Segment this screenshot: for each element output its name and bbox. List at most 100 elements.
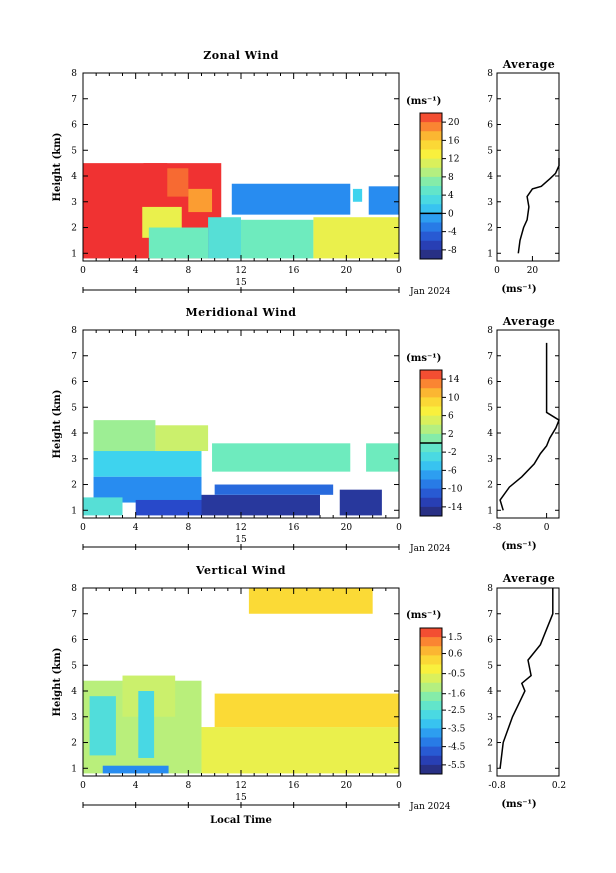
meridional-heatmap [83,420,399,516]
x-tick-label-5: 20 [341,523,353,533]
colorbar-segment-1 [420,379,442,389]
profile-y-tick-label-3: 4 [487,687,493,697]
heatmap-cell-7 [241,219,314,259]
profile-line [517,158,560,254]
y-tick-label-0: 1 [71,506,77,516]
heatmap-cell-8 [313,217,399,259]
colorbar-segment-8 [420,186,442,196]
x-tick-label-0: 0 [80,266,86,276]
profile-y-tick-label-2: 3 [487,455,493,465]
colorbar-segment-7 [420,176,442,187]
colorbar-frame [419,627,443,775]
colorbar-tick-label-1: 16 [448,136,460,146]
colorbar-segment-6 [420,424,442,435]
x-tick-label-2: 8 [185,523,191,533]
zonal-colorbar: 20 16 12 8 4 0 -4 -8 [419,112,460,260]
x-tick-label-4: 16 [288,266,300,276]
x-tick-label-3: 12 [235,781,246,791]
heatmap-cell-4 [201,727,399,774]
meridional-average-profile: 1 2 3 4 5 6 7 8 -8 0 [487,326,560,533]
colorbar-tick-label-6: -10 [448,485,463,495]
meridional-average-title: Average [502,315,556,328]
x-tick-label-1: 4 [133,781,139,791]
heatmap-cell-11 [352,188,363,202]
colorbar-tick-label-1: 0.6 [448,650,463,660]
zonal-heatmap [83,163,399,259]
colorbar-segment-4 [420,406,442,417]
zonal-average-units: (ms⁻¹) [501,284,536,295]
vertical-day-label: 15 [235,793,247,803]
y-tick-label-0: 1 [71,764,77,774]
x-tick-label-0: 0 [80,781,86,791]
colorbar-tick-label-4: -2.5 [448,706,466,716]
colorbar-segment-12 [420,222,442,233]
colorbar-segment-2 [420,646,442,656]
profile-x-tick-label-1: 0.2 [552,781,566,791]
y-tick-label-7: 8 [71,584,77,594]
meridional-x-axis: 0 4 8 12 16 20 0 [80,330,402,550]
profile-y-tick-label-4: 5 [487,146,493,156]
colorbar-segment-10 [420,204,442,214]
colorbar-tick-label-3: 2 [448,430,454,440]
colorbar-tick-label-2: 12 [448,155,459,165]
heatmap-cell-1 [143,163,168,195]
colorbar-segment-11 [420,728,442,738]
colorbar-segment-1 [420,637,442,647]
y-tick-label-2: 3 [71,198,77,208]
x-axis-label: Local Time [210,815,272,826]
profile-y-tick-label-7: 8 [487,584,493,594]
colorbar-segment-7 [420,433,442,444]
y-tick-label-6: 7 [71,95,77,105]
colorbar-tick-label-3: 8 [448,173,454,183]
profile-y-tick-label-2: 3 [487,713,493,723]
heatmap-cell-6 [201,494,320,516]
meridional-average-units: (ms⁻¹) [501,541,536,552]
colorbar-segment-0 [420,628,442,638]
zonal-date-label: Jan 2024 [409,287,451,297]
profile-y-tick-label-3: 4 [487,429,493,439]
colorbar-segment-1 [420,122,442,132]
heatmap-cell-3 [138,691,155,758]
meridional-colorbar: 14 10 6 2 -2 -6 -10 -14 [419,369,463,517]
meridional-day-label: 15 [235,535,247,545]
colorbar-segment-4 [420,664,442,675]
heatmap-cell-5 [148,227,209,259]
y-tick-label-1: 2 [71,481,77,491]
profile-y-tick-label-5: 6 [487,378,493,388]
y-tick-label-5: 6 [71,121,77,131]
y-tick-label-6: 7 [71,352,77,362]
colorbar-segment-13 [420,231,442,242]
colorbar-tick-label-4: 4 [448,191,454,201]
colorbar-segment-0 [420,370,442,380]
colorbar-tick-label-7: -8 [448,246,457,256]
colorbar-segment-13 [420,746,442,757]
heatmap-cell-2 [89,696,116,756]
colorbar-tick-label-0: 20 [448,118,460,128]
profile-y-tick-label-6: 7 [487,610,493,620]
x-tick-label-4: 16 [288,781,300,791]
vertical-colorbar: 1.5 0.6 -0.5 -1.6 -2.5 -3.5 -4.5 -5.5 [419,627,466,775]
colorbar-segment-10 [420,461,442,471]
meridional-wind-title: Meridional Wind [185,306,296,319]
colorbar-tick-label-2: -0.5 [448,670,466,680]
colorbar-segment-11 [420,470,442,480]
zonal-average-profile: 1 2 3 4 5 6 7 8 0 20 [487,69,560,276]
colorbar-tick-label-4: -2 [448,448,457,458]
x-tick-label-6: 0 [396,523,402,533]
vertical-y-axis: 1 2 3 4 5 6 7 8 [71,584,399,774]
colorbar-tick-label-3: -1.6 [448,690,466,700]
x-tick-label-0: 0 [80,523,86,533]
colorbar-segment-15 [420,506,442,517]
profile-y-tick-label-7: 8 [487,69,493,79]
heatmap-cell-9 [231,183,351,215]
vertical-heatmap [83,588,399,774]
y-tick-label-1: 2 [71,739,77,749]
x-tick-label-5: 20 [341,781,353,791]
colorbar-segment-2 [420,388,442,398]
x-tick-label-5: 20 [341,266,353,276]
zonal-wind-title: Zonal Wind [203,49,279,62]
profile-frame [496,587,560,777]
y-tick-label-3: 4 [71,687,77,697]
y-tick-label-0: 1 [71,249,77,259]
